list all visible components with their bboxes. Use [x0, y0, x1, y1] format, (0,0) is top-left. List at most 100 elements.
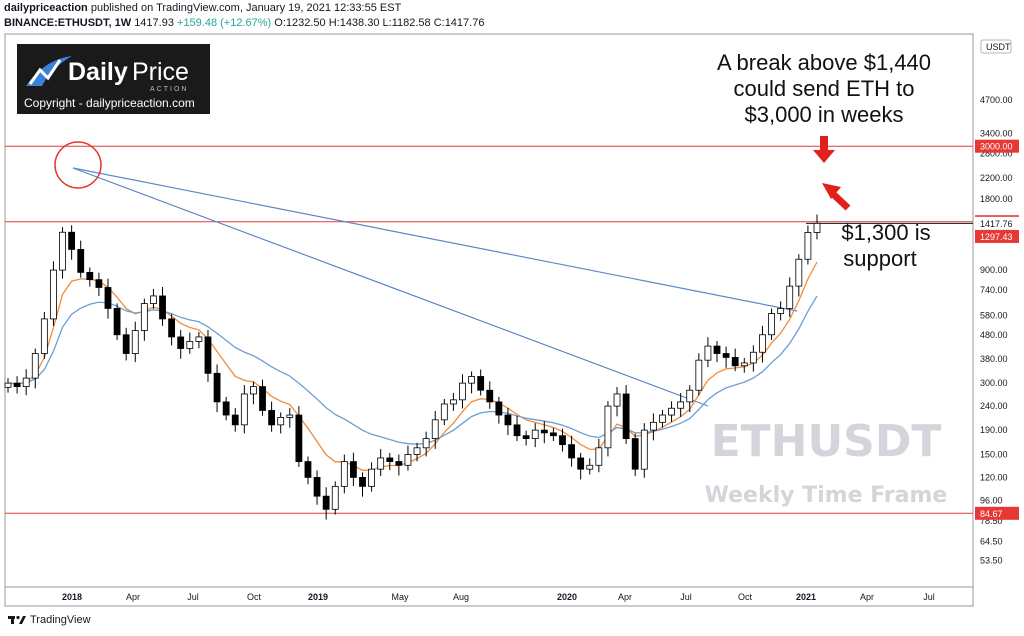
arrow-down-icon	[813, 136, 835, 163]
candle	[731, 348, 739, 372]
candle	[386, 452, 394, 471]
candle	[768, 308, 775, 341]
candle	[695, 353, 703, 396]
time-tick: Aug	[453, 592, 469, 602]
logo-action: ACTION	[150, 86, 188, 93]
price-tick: 150.00	[980, 449, 1008, 459]
candle	[595, 438, 603, 473]
label-support: 1297.43	[975, 229, 1019, 243]
candle	[104, 278, 112, 319]
candle	[459, 374, 466, 409]
candle	[549, 427, 557, 441]
time-tick: Jul	[923, 592, 935, 602]
candle	[268, 401, 276, 432]
candle	[313, 470, 321, 505]
candle	[568, 435, 575, 467]
price-tick: 64.50	[980, 536, 1003, 546]
candle	[504, 408, 512, 436]
currency-badge: USDT	[980, 39, 1012, 54]
candle	[277, 412, 285, 434]
candle	[649, 413, 657, 441]
logo-price: Price	[132, 58, 189, 86]
svg-text:1297.43: 1297.43	[980, 232, 1013, 242]
candle	[186, 332, 194, 354]
candle	[40, 311, 48, 359]
candle	[222, 396, 230, 421]
time-axis[interactable]: 2018 Apr Jul Oct 2019 May Aug 2020 Apr Jul Oct 2021…	[62, 592, 935, 602]
annotation-breakout-line1: A break above $1,440	[717, 50, 931, 75]
candle	[777, 301, 785, 321]
label-3000: 3000.00	[975, 139, 1019, 153]
symbol-name: BINANCE:ETHUSDT, 1W	[4, 17, 132, 29]
candle	[713, 341, 721, 363]
price-tick: 900.00	[980, 265, 1008, 275]
trendline-upper[interactable]	[72, 167, 798, 312]
time-tick: Apr	[618, 592, 632, 602]
candle	[659, 410, 666, 428]
time-tick: 2019	[308, 592, 328, 602]
currency-label: USDT	[986, 42, 1011, 52]
candle	[213, 364, 221, 413]
candle	[740, 357, 748, 373]
candle	[77, 240, 85, 278]
candle	[31, 348, 39, 389]
time-tick: 2018	[62, 592, 82, 602]
svg-text:1417.76: 1417.76	[980, 219, 1013, 229]
candle	[340, 454, 348, 494]
candle	[150, 288, 157, 309]
price-tick: 78.50	[980, 516, 1003, 526]
candle	[304, 456, 312, 485]
candle	[759, 325, 766, 363]
candle	[804, 225, 812, 265]
candle	[22, 369, 30, 396]
candle	[422, 431, 430, 457]
candle	[795, 254, 803, 297]
candle	[4, 378, 12, 393]
price-tick: 240.00	[980, 401, 1008, 411]
watermark-timeframe: Weekly Time Frame	[705, 483, 948, 508]
candle	[540, 421, 548, 444]
candle	[331, 481, 339, 515]
tradingview-logo-icon	[8, 615, 26, 625]
candle	[177, 329, 185, 359]
candle	[440, 398, 448, 426]
candle	[477, 369, 485, 396]
candle	[95, 272, 103, 297]
label-low: 84.67	[975, 506, 1019, 520]
ath-highlight-circle	[54, 141, 102, 189]
time-tick: Jul	[680, 592, 692, 602]
candle	[295, 406, 303, 467]
candle	[195, 331, 203, 349]
footer-brand[interactable]: TradingView	[30, 614, 91, 626]
candle	[749, 345, 757, 372]
price-tick: 3400.00	[980, 128, 1013, 138]
time-tick: Oct	[247, 592, 262, 602]
candle	[286, 408, 294, 428]
price-tick: 53.50	[980, 556, 1003, 566]
candle	[559, 428, 566, 452]
price-tick: 120.00	[980, 472, 1008, 482]
candle	[159, 287, 166, 326]
candle	[231, 408, 239, 432]
candle	[413, 442, 421, 462]
price-axis[interactable]: 4700.003400.002800.002200.001800.001300.…	[980, 39, 1013, 566]
candle	[613, 387, 621, 417]
candle	[168, 313, 176, 346]
price-tick: 740.00	[980, 285, 1008, 295]
candle	[604, 401, 612, 457]
candle	[495, 396, 503, 424]
candle	[450, 392, 457, 411]
candle	[13, 376, 21, 394]
price-change: +159.48 (+12.67%)	[177, 17, 272, 29]
candle	[86, 267, 94, 287]
trendline-lower[interactable]	[72, 167, 709, 407]
candle	[131, 321, 139, 363]
publish-info: dailypriceaction published on TradingVie…	[4, 2, 401, 14]
time-tick: May	[391, 592, 409, 602]
candle	[668, 401, 675, 422]
annotation-breakout-line2: could send ETH to	[734, 76, 915, 101]
candle	[531, 423, 539, 448]
candle	[640, 423, 648, 478]
publish-date: published on TradingView.com, January 19…	[90, 2, 402, 14]
